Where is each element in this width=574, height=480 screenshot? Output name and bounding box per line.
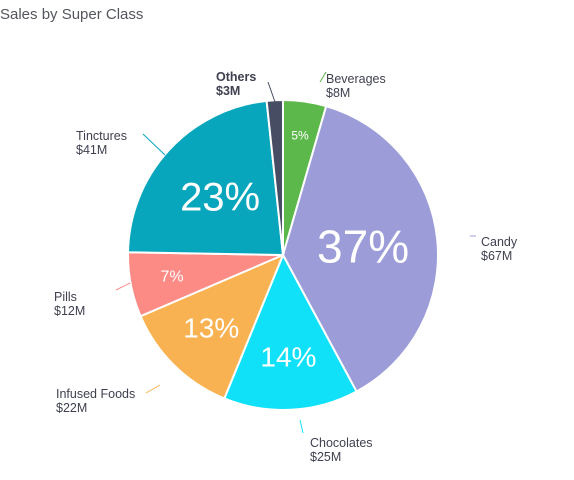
leader-line-beverages xyxy=(319,71,327,83)
slice-label-beverages: Beverages xyxy=(326,72,386,86)
leader-line-chocolates xyxy=(299,419,304,434)
leader-line-pills xyxy=(115,282,131,291)
slice-label-chocolates: Chocolates xyxy=(310,436,373,450)
leader-line-infused-foods xyxy=(145,384,161,394)
percent-label-tinctures: 23% xyxy=(180,175,260,219)
pie-slice-chocolates[interactable] xyxy=(223,252,358,411)
slice-value-candy: $67M xyxy=(481,249,512,263)
percent-label-pills: 7% xyxy=(160,268,183,285)
percent-label-candy: 37% xyxy=(317,221,409,273)
slice-value-tinctures: $41M xyxy=(76,143,107,157)
chart-title: Sales by Super Class xyxy=(0,6,144,23)
slice-label-tinctures: Tinctures xyxy=(76,129,127,143)
leader-line-others xyxy=(267,81,276,103)
percent-label-beverages: 5% xyxy=(291,128,309,142)
pie-slice-candy[interactable] xyxy=(281,104,439,393)
slice-value-others: $3M xyxy=(216,84,240,98)
pie-slice-infused-foods[interactable] xyxy=(139,253,285,400)
pie-slice-tinctures[interactable] xyxy=(127,99,285,257)
slice-value-infused-foods: $22M xyxy=(56,401,87,415)
slice-label-pills: Pills xyxy=(54,290,77,304)
leader-line-tinctures xyxy=(142,133,166,156)
percent-label-infused-foods: 13% xyxy=(183,313,239,344)
slice-label-infused-foods: Infused Foods xyxy=(56,387,135,401)
slice-value-beverages: $8M xyxy=(326,86,350,100)
slice-value-chocolates: $25M xyxy=(310,450,341,464)
percent-label-chocolates: 14% xyxy=(260,342,316,373)
slice-label-candy: Candy xyxy=(481,235,518,249)
slice-value-pills: $12M xyxy=(54,304,85,318)
slice-label-others: Others xyxy=(216,70,256,84)
